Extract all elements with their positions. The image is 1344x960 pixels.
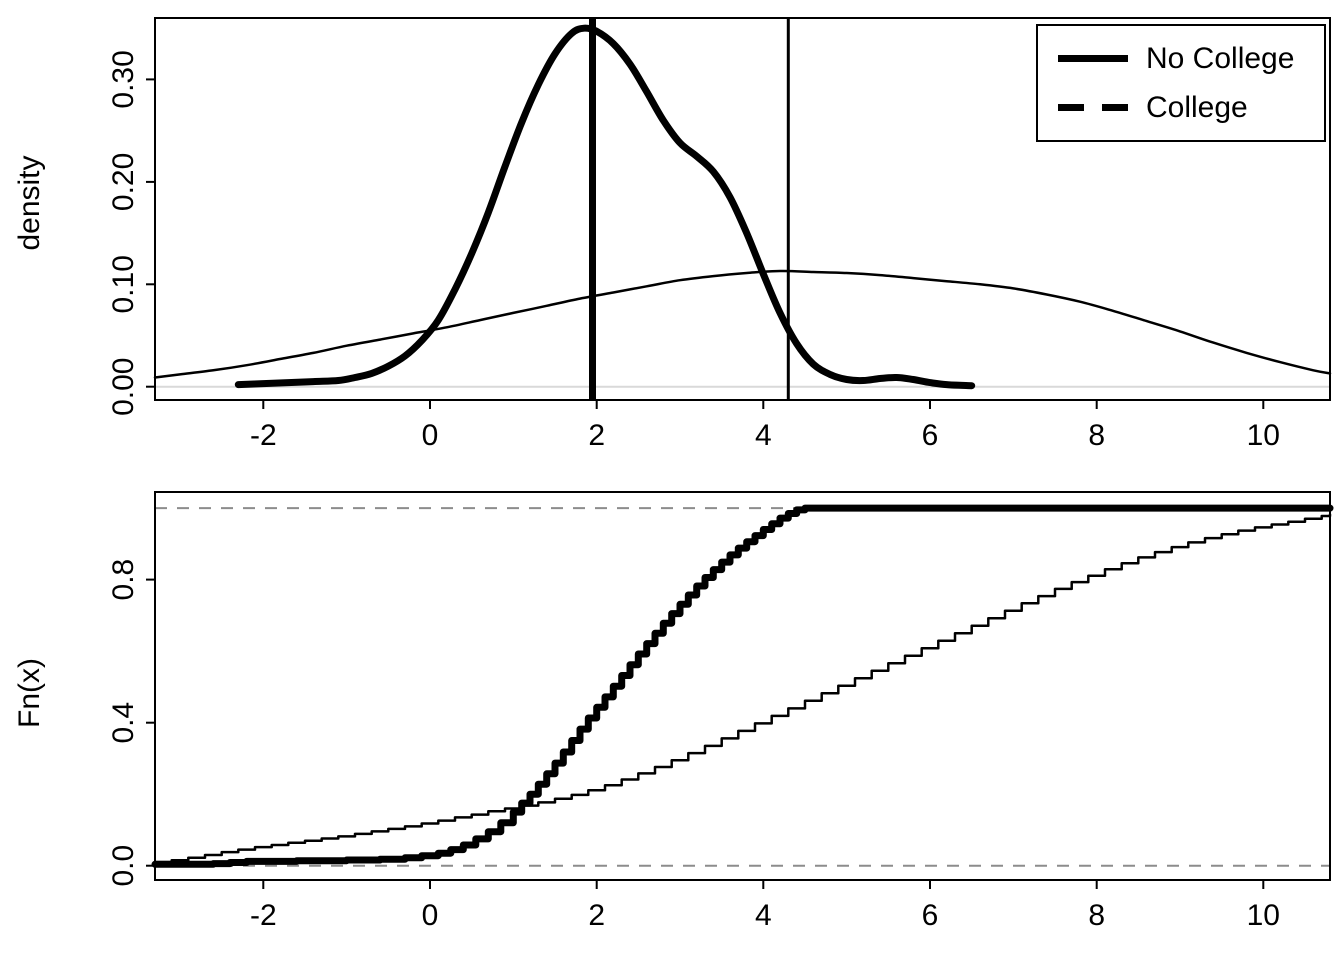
y-tick-label: 0.10 <box>107 255 140 313</box>
solid-line-sample <box>1058 55 1128 62</box>
y-tick-label: 0.0 <box>107 845 140 887</box>
x-tick-label: 6 <box>922 419 939 452</box>
y-tick-label: 0.30 <box>107 50 140 108</box>
x-tick-label: 4 <box>755 419 772 452</box>
series-no-college-density <box>234 24 976 390</box>
y-axis: 0.00 0.10 0.20 0.30 <box>107 50 155 416</box>
series-no-college-ecdf <box>151 504 1334 868</box>
legend-entry-no-college: No College <box>1038 34 1324 83</box>
x-tick-label: 0 <box>422 899 439 932</box>
ecdf-y-axis-label: Fn(x) <box>13 658 46 728</box>
density-y-axis-label: density <box>13 155 46 251</box>
x-axis: -2 0 2 4 6 8 10 <box>250 880 1280 932</box>
y-tick-label: 0.20 <box>107 153 140 211</box>
x-tick-label: 4 <box>755 899 772 932</box>
plot-box <box>154 17 1331 401</box>
x-tick-label: -2 <box>250 419 277 452</box>
legend: No College College <box>1036 24 1326 142</box>
x-tick-label: 2 <box>588 899 605 932</box>
plot-box <box>154 491 1331 881</box>
dashed-line-sample <box>1058 104 1128 111</box>
x-axis: -2 0 2 4 6 8 10 <box>250 400 1280 452</box>
x-tick-label: -2 <box>250 899 277 932</box>
y-tick-label: 0.4 <box>107 702 140 744</box>
ecdf-plot: -2 0 2 4 6 8 10 0.0 0.4 0.8 <box>107 491 1334 932</box>
x-tick-label: 10 <box>1247 419 1280 452</box>
density-plot: -2 0 2 4 6 8 10 0.00 0.10 0.20 0.30 <box>107 17 1332 452</box>
x-tick-label: 8 <box>1088 419 1105 452</box>
series-college-density <box>153 269 1332 379</box>
x-tick-label: 2 <box>588 419 605 452</box>
series-college-ecdf <box>153 513 1332 864</box>
x-tick-label: 8 <box>1088 899 1105 932</box>
legend-entry-college: College <box>1038 83 1324 132</box>
x-tick-label: 0 <box>422 419 439 452</box>
legend-label-college: College <box>1146 91 1248 124</box>
x-tick-label: 6 <box>922 899 939 932</box>
x-tick-label: 10 <box>1247 899 1280 932</box>
y-axis: 0.0 0.4 0.8 <box>107 559 155 887</box>
legend-label-no-college: No College <box>1146 42 1295 75</box>
y-tick-label: 0.8 <box>107 559 140 601</box>
y-tick-label: 0.00 <box>107 358 140 416</box>
